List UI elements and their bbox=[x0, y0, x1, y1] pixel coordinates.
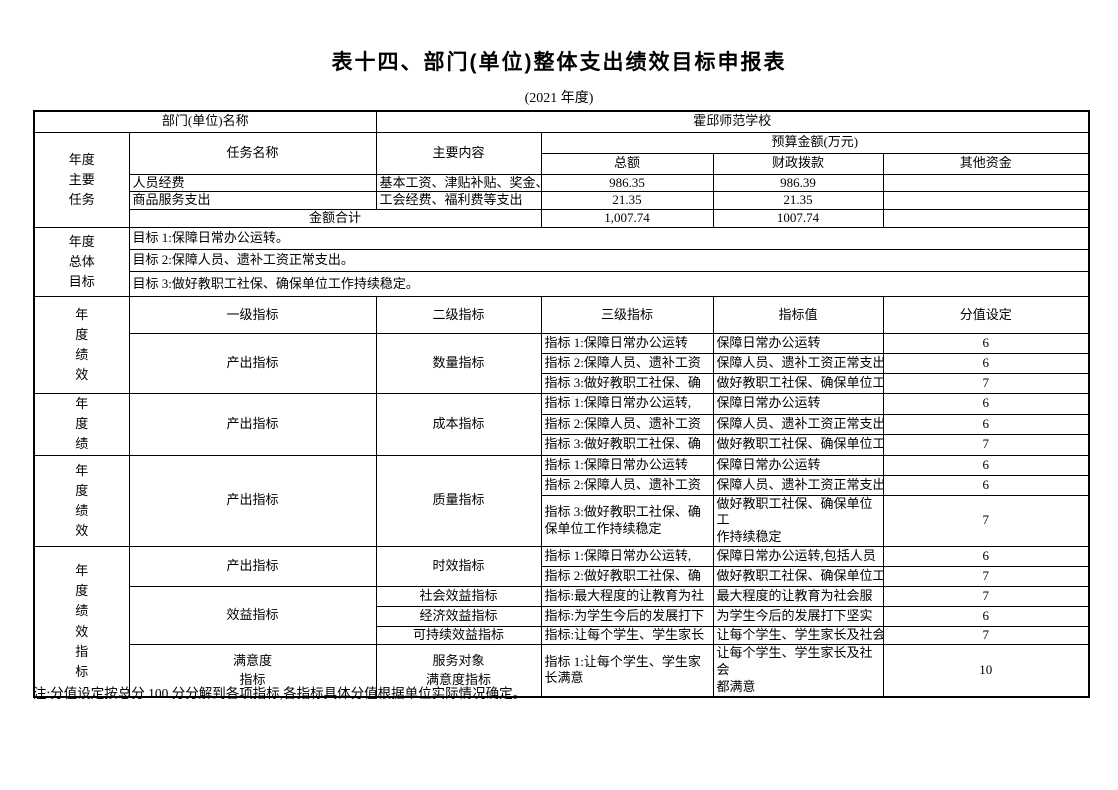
dept-name-label: 部门(单位)名称 bbox=[33, 110, 377, 133]
level2-indicator-cell: 时效指标 bbox=[375, 546, 542, 588]
indicator-value-cell: 最大程度的让教育为社会服 bbox=[712, 586, 884, 608]
task-row-name: 人员经费 bbox=[128, 173, 377, 193]
score-cell: 7 bbox=[882, 373, 1090, 395]
task-row-content: 工会经费、福利费等支出 bbox=[375, 191, 542, 211]
task-row-name: 商品服务支出 bbox=[128, 191, 377, 211]
task-row-fiscal: 986.39 bbox=[712, 173, 884, 193]
level3-indicator-cell: 指标 1:保障日常办公运转 bbox=[540, 454, 714, 476]
indicator-value-cell: 做好教职工社保、确保单位工 bbox=[712, 434, 884, 456]
level3-indicator-cell: 指标 1:保障日常办公运转 bbox=[540, 333, 714, 355]
dept-name-value: 霍邱师范学校 bbox=[375, 110, 1090, 133]
level3-indicator-cell: 指标 3:做好教职工社保、确 bbox=[540, 434, 714, 456]
indicator-value-cell: 做好教职工社保、确保单位工 bbox=[712, 373, 884, 395]
level3-indicator-cell: 指标 1:让每个学生、学生家 长满意 bbox=[540, 644, 714, 698]
level1-indicator-cell: 产出指标 bbox=[128, 333, 377, 395]
indicator-value-cell: 保障日常办公运转 bbox=[712, 454, 884, 476]
task-row-other bbox=[882, 191, 1090, 211]
level2-indicator-cell: 经济效益指标 bbox=[375, 606, 542, 628]
indicator-value-cell: 保障日常办公运转 bbox=[712, 333, 884, 355]
score-cell: 7 bbox=[882, 494, 1090, 548]
level1-indicator-cell: 效益指标 bbox=[128, 586, 377, 646]
level3-indicator-cell: 指标 1:保障日常办公运转, bbox=[540, 393, 714, 415]
score-cell: 7 bbox=[882, 434, 1090, 456]
perf-section-row-label: 年 度 绩 bbox=[33, 393, 130, 456]
indicator-value-cell: 保障日常办公运转,包括人员 bbox=[712, 546, 884, 568]
indicator-value-cell: 让每个学生、学生家长及社会 bbox=[712, 626, 884, 646]
other-funds-header: 其他资金 bbox=[882, 152, 1090, 175]
level2-indicator-cell: 数量指标 bbox=[375, 333, 542, 395]
level3-indicator-cell: 指标 3:做好教职工社保、确 保单位工作持续稳定 bbox=[540, 494, 714, 548]
score-cell: 7 bbox=[882, 626, 1090, 646]
indicator-value-cell: 为学生今后的发展打下坚实 bbox=[712, 606, 884, 628]
amount-sum-other bbox=[882, 209, 1090, 229]
indicator-value-header: 指标值 bbox=[712, 296, 884, 335]
amount-sum-total: 1,007.74 bbox=[540, 209, 714, 229]
annual-tasks-row-label: 年度 主要 任务 bbox=[33, 131, 130, 229]
level1-indicator-cell: 产出指标 bbox=[128, 546, 377, 588]
goal-item: 目标 2:保障人员、遗补工资正常支出。 bbox=[128, 249, 1090, 273]
score-cell: 6 bbox=[882, 413, 1090, 436]
score-cell: 7 bbox=[882, 566, 1090, 588]
indicator-value-cell: 做好教职工社保、确保单位工 bbox=[712, 566, 884, 588]
indicator-value-cell: 让每个学生、学生家长及社会 都满意 bbox=[712, 644, 884, 698]
task-row-total: 986.35 bbox=[540, 173, 714, 193]
level3-indicator-cell: 指标 1:保障日常办公运转, bbox=[540, 546, 714, 568]
perf-section-row-label: 年 度 绩 效 bbox=[33, 454, 130, 548]
score-cell: 10 bbox=[882, 644, 1090, 698]
page-title: 表十四、部门(单位)整体支出绩效目标申报表 bbox=[331, 51, 787, 74]
level1-indicator-header: 一级指标 bbox=[128, 296, 377, 335]
indicator-value-cell: 做好教职工社保、确保单位工 作持续稳定 bbox=[712, 494, 884, 548]
budget-amount-header: 预算金额(万元) bbox=[540, 131, 1090, 154]
level2-indicator-header: 二级指标 bbox=[375, 296, 542, 335]
indicator-value-cell: 保障日常办公运转 bbox=[712, 393, 884, 415]
score-cell: 6 bbox=[882, 454, 1090, 476]
task-name-header: 任务名称 bbox=[128, 131, 377, 175]
level3-indicator-cell: 指标 2:做好教职工社保、确 bbox=[540, 566, 714, 588]
level1-indicator-cell: 产出指标 bbox=[128, 393, 377, 456]
indicator-value-cell: 保障人员、遗补工资正常支出 bbox=[712, 413, 884, 436]
annual-goals-row-label: 年度 总体 目标 bbox=[33, 227, 130, 298]
level3-indicator-cell: 指标 2:保障人员、遗补工资 bbox=[540, 353, 714, 375]
total-amount-header: 总额 bbox=[540, 152, 714, 175]
level3-indicator-cell: 指标 3:做好教职工社保、确 bbox=[540, 373, 714, 395]
task-row-other bbox=[882, 173, 1090, 193]
level2-indicator-cell: 社会效益指标 bbox=[375, 586, 542, 608]
indicator-value-cell: 保障人员、遗补工资正常支出 bbox=[712, 353, 884, 375]
level2-indicator-cell: 质量指标 bbox=[375, 454, 542, 548]
level3-indicator-cell: 指标:让每个学生、学生家长 bbox=[540, 626, 714, 646]
level3-indicator-cell: 指标:最大程度的让教育为社 bbox=[540, 586, 714, 608]
level2-indicator-cell: 可持续效益指标 bbox=[375, 626, 542, 646]
footnote: 注:分值设定按总分 100 分分解到各项指标,各指标具体分值根据单位实际情况确定… bbox=[33, 686, 527, 701]
amount-sum-label: 金额合计 bbox=[128, 209, 542, 229]
level2-indicator-cell: 服务对象 满意度指标 bbox=[375, 644, 542, 698]
level3-indicator-cell: 指标 2:保障人员、遗补工资 bbox=[540, 413, 714, 436]
level3-indicator-cell: 指标 2:保障人员、遗补工资 bbox=[540, 474, 714, 496]
task-row-total: 21.35 bbox=[540, 191, 714, 211]
score-cell: 6 bbox=[882, 546, 1090, 568]
indicator-value-cell: 保障人员、遗补工资正常支出 bbox=[712, 474, 884, 496]
page-subtitle: (2021 年度) bbox=[524, 91, 594, 106]
task-row-fiscal: 21.35 bbox=[712, 191, 884, 211]
level2-indicator-cell: 成本指标 bbox=[375, 393, 542, 456]
goal-item: 目标 3:做好教职工社保、确保单位工作持续稳定。 bbox=[128, 271, 1090, 298]
level1-indicator-cell: 产出指标 bbox=[128, 454, 377, 548]
score-setting-header: 分值设定 bbox=[882, 296, 1090, 335]
score-cell: 6 bbox=[882, 333, 1090, 355]
level1-indicator-cell: 满意度 指标 bbox=[128, 644, 377, 698]
performance-target-table: 部门(单位)名称 霍邱师范学校 年度 主要 任务 任务名称 主要内容 预算金额(… bbox=[33, 110, 1091, 698]
score-cell: 6 bbox=[882, 474, 1090, 496]
score-cell: 6 bbox=[882, 393, 1090, 415]
task-row-content: 基本工资、津贴补贴、奖金、 bbox=[375, 173, 542, 193]
level3-indicator-header: 三级指标 bbox=[540, 296, 714, 335]
fiscal-grant-header: 财政拨款 bbox=[712, 152, 884, 175]
level3-indicator-cell: 指标:为学生今后的发展打下 bbox=[540, 606, 714, 628]
score-cell: 6 bbox=[882, 353, 1090, 375]
score-cell: 7 bbox=[882, 586, 1090, 608]
amount-sum-fiscal: 1007.74 bbox=[712, 209, 884, 229]
goal-item: 目标 1:保障日常办公运转。 bbox=[128, 227, 1090, 251]
perf-section-row-label: 年 度 绩 效 bbox=[33, 296, 130, 395]
score-cell: 6 bbox=[882, 606, 1090, 628]
main-content-header: 主要内容 bbox=[375, 131, 542, 175]
perf-section-row-label: 年 度 绩 效 指 标 bbox=[33, 546, 130, 698]
